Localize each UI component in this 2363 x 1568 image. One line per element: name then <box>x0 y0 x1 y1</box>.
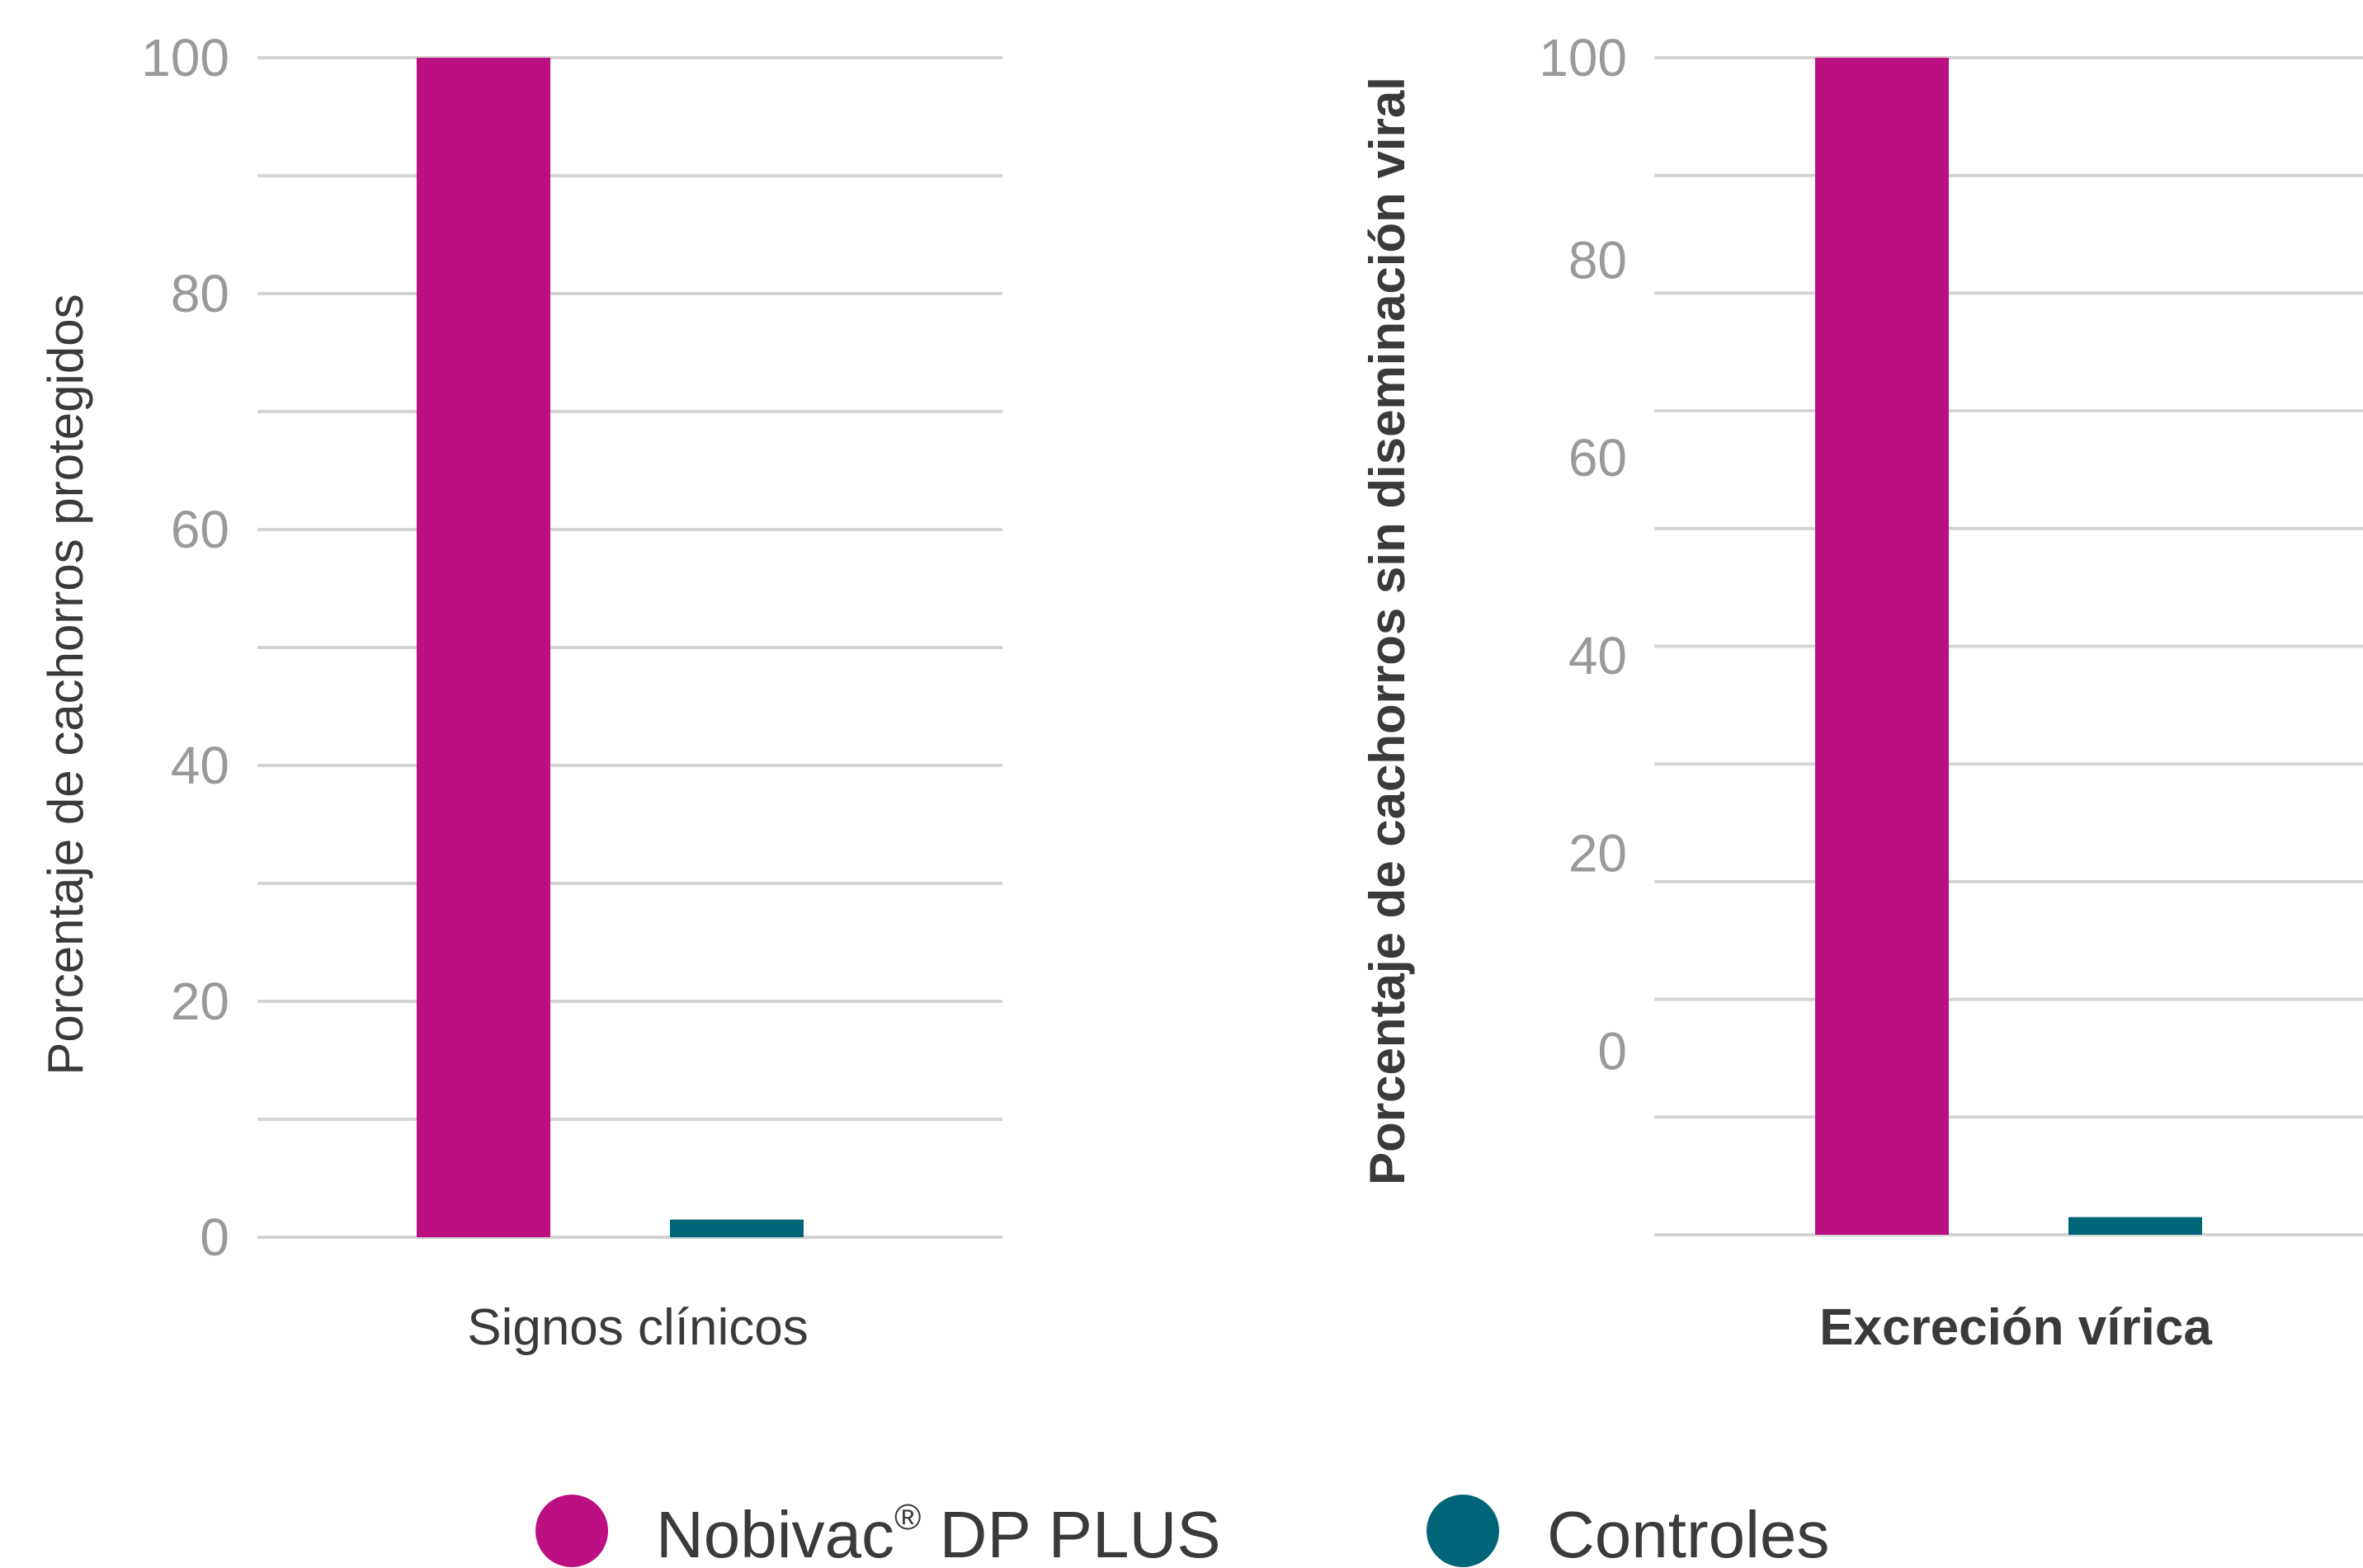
chart-right-grid <box>1654 56 2363 1236</box>
chart-right-ylabel: Porcentaje de cachorros sin diseminación… <box>1360 77 1415 1185</box>
chart-left-tick-label: 0 <box>200 1208 229 1267</box>
chart-left: 0 20 40 60 80 100 Porcentaje de cachorros pro… <box>38 28 1002 1356</box>
chart-right-tick-label: 40 <box>1568 626 1627 685</box>
chart-right-tick-label: 0 <box>1597 1021 1627 1081</box>
chart-left-tick-label: 100 <box>141 28 229 87</box>
legend-label-controles: Controles <box>1547 1498 1829 1568</box>
legend-swatch-controles <box>1427 1495 1499 1567</box>
chart-left-grid <box>257 56 1002 1239</box>
chart-right-bar-nobivac <box>1815 58 1949 1235</box>
legend-swatch-nobivac <box>535 1495 608 1567</box>
chart-left-bar-nobivac <box>417 58 550 1237</box>
chart-left-tick-label: 40 <box>171 736 229 795</box>
chart-right-bar-controles <box>2068 1217 2202 1235</box>
legend-label-nobivac-sup: ® <box>894 1497 921 1537</box>
chart-right-ticks: 0 20 40 60 80 100 <box>1539 28 1627 1081</box>
legend-label-nobivac-rest: DP PLUS <box>921 1498 1220 1568</box>
chart-right-tick-label: 100 <box>1539 28 1627 87</box>
chart-left-tick-label: 60 <box>171 500 229 559</box>
chart-left-ylabel: Porcentaje de cachorros protegidos <box>38 294 93 1075</box>
chart-right-category-label: Excreción vírica <box>1819 1299 2212 1356</box>
chart-left-bars <box>417 58 804 1237</box>
legend-label-nobivac-name: Nobivac <box>656 1498 894 1568</box>
chart-left-ticks: 0 20 40 60 80 100 <box>141 28 229 1267</box>
chart-left-bar-controles <box>670 1219 804 1237</box>
chart-right-tick-label: 20 <box>1568 824 1627 883</box>
legend-label-nobivac: Nobivac® DP PLUS <box>656 1497 1221 1568</box>
chart-left-tick-label: 80 <box>171 264 229 323</box>
chart-left-category-label: Signos clínicos <box>467 1299 809 1356</box>
legend: Nobivac® DP PLUS Controles <box>535 1495 1829 1568</box>
chart-right-tick-label: 80 <box>1568 230 1627 290</box>
chart-right-tick-label: 60 <box>1568 428 1627 487</box>
chart-right-bars <box>1815 58 2202 1235</box>
chart-right: 0 20 40 60 80 100 Porcentaje de cachorros sin… <box>1360 28 2363 1356</box>
chart-left-tick-label: 20 <box>171 972 229 1031</box>
